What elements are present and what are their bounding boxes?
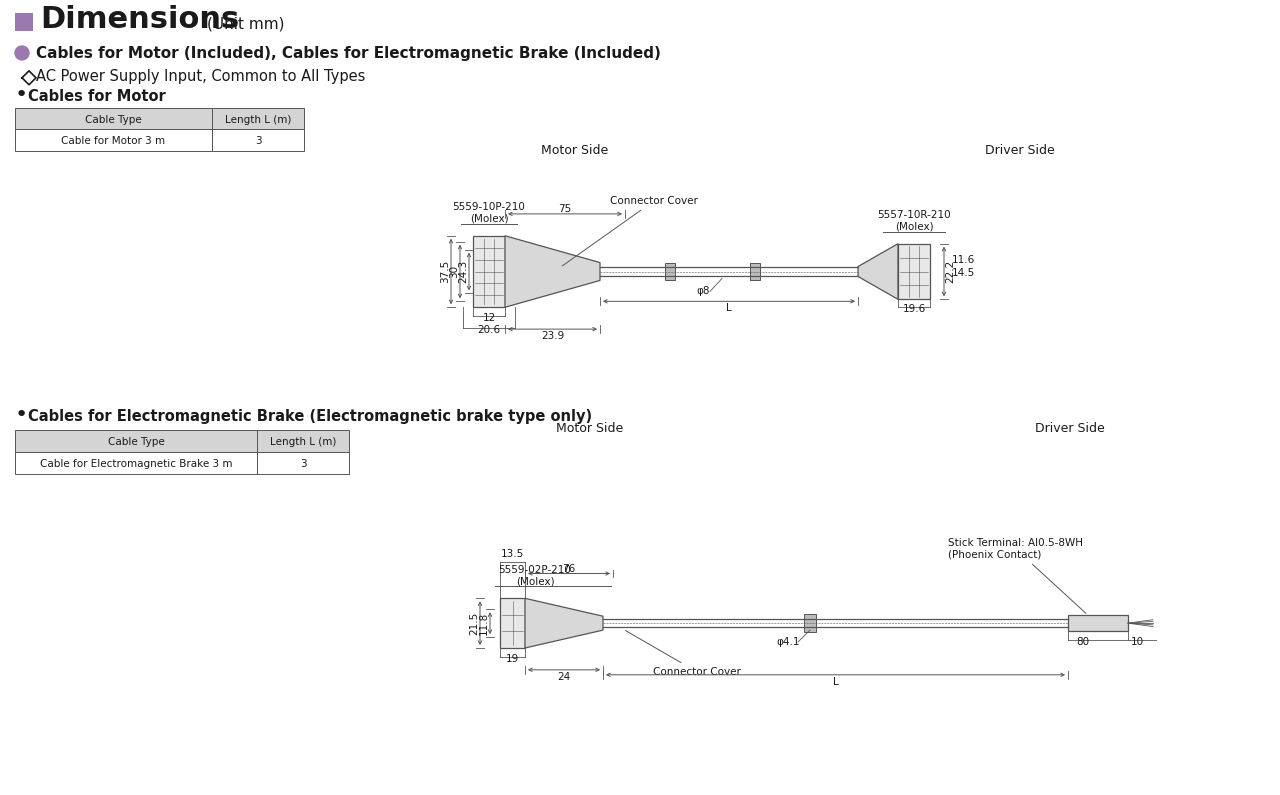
Text: (Unit mm): (Unit mm) xyxy=(207,16,284,31)
Bar xyxy=(500,599,525,648)
Text: 14.5: 14.5 xyxy=(952,269,975,278)
Bar xyxy=(15,130,212,151)
Text: Length L (m): Length L (m) xyxy=(225,114,291,125)
Bar xyxy=(212,107,305,130)
Bar xyxy=(899,244,931,300)
Text: •: • xyxy=(15,84,28,105)
Text: Cable for Electromagnetic Brake 3 m: Cable for Electromagnetic Brake 3 m xyxy=(40,460,232,469)
Text: 10: 10 xyxy=(1132,637,1144,647)
Text: Dimensions: Dimensions xyxy=(40,5,239,34)
Text: 11.6: 11.6 xyxy=(952,254,975,265)
Text: Motor Side: Motor Side xyxy=(557,422,623,436)
Bar xyxy=(15,107,212,130)
Text: L: L xyxy=(726,303,732,313)
Text: φ4.1: φ4.1 xyxy=(776,637,800,647)
Text: 76: 76 xyxy=(562,564,576,573)
Text: Driver Side: Driver Side xyxy=(1036,422,1105,436)
Text: Cables for Motor: Cables for Motor xyxy=(28,89,165,103)
Text: Driver Side: Driver Side xyxy=(986,144,1055,157)
Text: 19: 19 xyxy=(506,654,520,664)
Text: Cables for Motor (Included), Cables for Electromagnetic Brake (Included): Cables for Motor (Included), Cables for … xyxy=(36,46,660,61)
Text: Cables for Electromagnetic Brake (Electromagnetic brake type only): Cables for Electromagnetic Brake (Electr… xyxy=(28,409,593,424)
Text: 24.3: 24.3 xyxy=(458,260,468,283)
Text: Cable Type: Cable Type xyxy=(86,114,142,125)
Text: Connector Cover: Connector Cover xyxy=(626,630,741,677)
Text: 80: 80 xyxy=(1076,637,1089,647)
Bar xyxy=(257,452,349,474)
Polygon shape xyxy=(858,244,899,300)
Text: 13.5: 13.5 xyxy=(500,549,524,559)
Text: L: L xyxy=(832,677,838,687)
Text: 5557-10R-210
(Molex): 5557-10R-210 (Molex) xyxy=(877,210,951,232)
Bar xyxy=(750,262,760,281)
Text: 23.9: 23.9 xyxy=(541,331,564,341)
Text: 30: 30 xyxy=(449,265,460,278)
Text: Motor Side: Motor Side xyxy=(541,144,608,157)
Text: Cable for Motor 3 m: Cable for Motor 3 m xyxy=(61,137,165,146)
Text: 3: 3 xyxy=(300,460,306,469)
Text: 24: 24 xyxy=(557,672,571,682)
Text: 5559-02P-210
(Molex): 5559-02P-210 (Molex) xyxy=(499,564,571,587)
Text: 21.5: 21.5 xyxy=(468,611,479,634)
Bar xyxy=(666,262,675,281)
Text: Connector Cover: Connector Cover xyxy=(562,196,698,266)
Polygon shape xyxy=(525,599,603,648)
Text: 20.6: 20.6 xyxy=(477,325,500,335)
Bar xyxy=(15,430,257,452)
Bar xyxy=(804,615,817,632)
Text: 12: 12 xyxy=(483,313,495,324)
Text: 3: 3 xyxy=(255,137,261,146)
Bar xyxy=(257,430,349,452)
Polygon shape xyxy=(506,236,600,307)
Text: AC Power Supply Input, Common to All Types: AC Power Supply Input, Common to All Typ… xyxy=(36,69,365,83)
Text: 37.5: 37.5 xyxy=(440,260,451,283)
Bar xyxy=(15,452,257,474)
Text: •: • xyxy=(15,405,28,425)
Text: 11.8: 11.8 xyxy=(479,611,489,634)
Text: Length L (m): Length L (m) xyxy=(270,437,337,448)
Text: Cable Type: Cable Type xyxy=(108,437,164,448)
Text: 5559-10P-210
(Molex): 5559-10P-210 (Molex) xyxy=(453,202,525,224)
Text: 22.2: 22.2 xyxy=(945,260,955,283)
Bar xyxy=(15,14,33,31)
Text: 19.6: 19.6 xyxy=(902,304,925,314)
Text: 75: 75 xyxy=(558,204,572,214)
Bar xyxy=(474,236,506,307)
Bar xyxy=(212,130,305,151)
Circle shape xyxy=(15,46,29,60)
Text: φ8: φ8 xyxy=(696,286,709,297)
Bar xyxy=(1068,615,1128,631)
Text: Stick Terminal: AI0.5-8WH
(Phoenix Contact): Stick Terminal: AI0.5-8WH (Phoenix Conta… xyxy=(948,538,1085,613)
